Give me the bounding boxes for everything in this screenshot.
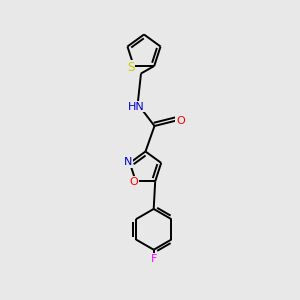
Text: HN: HN [128, 101, 145, 112]
Text: F: F [151, 254, 157, 264]
Text: S: S [127, 61, 134, 74]
Text: N: N [124, 157, 133, 167]
Text: O: O [129, 177, 138, 187]
Text: O: O [176, 116, 185, 126]
